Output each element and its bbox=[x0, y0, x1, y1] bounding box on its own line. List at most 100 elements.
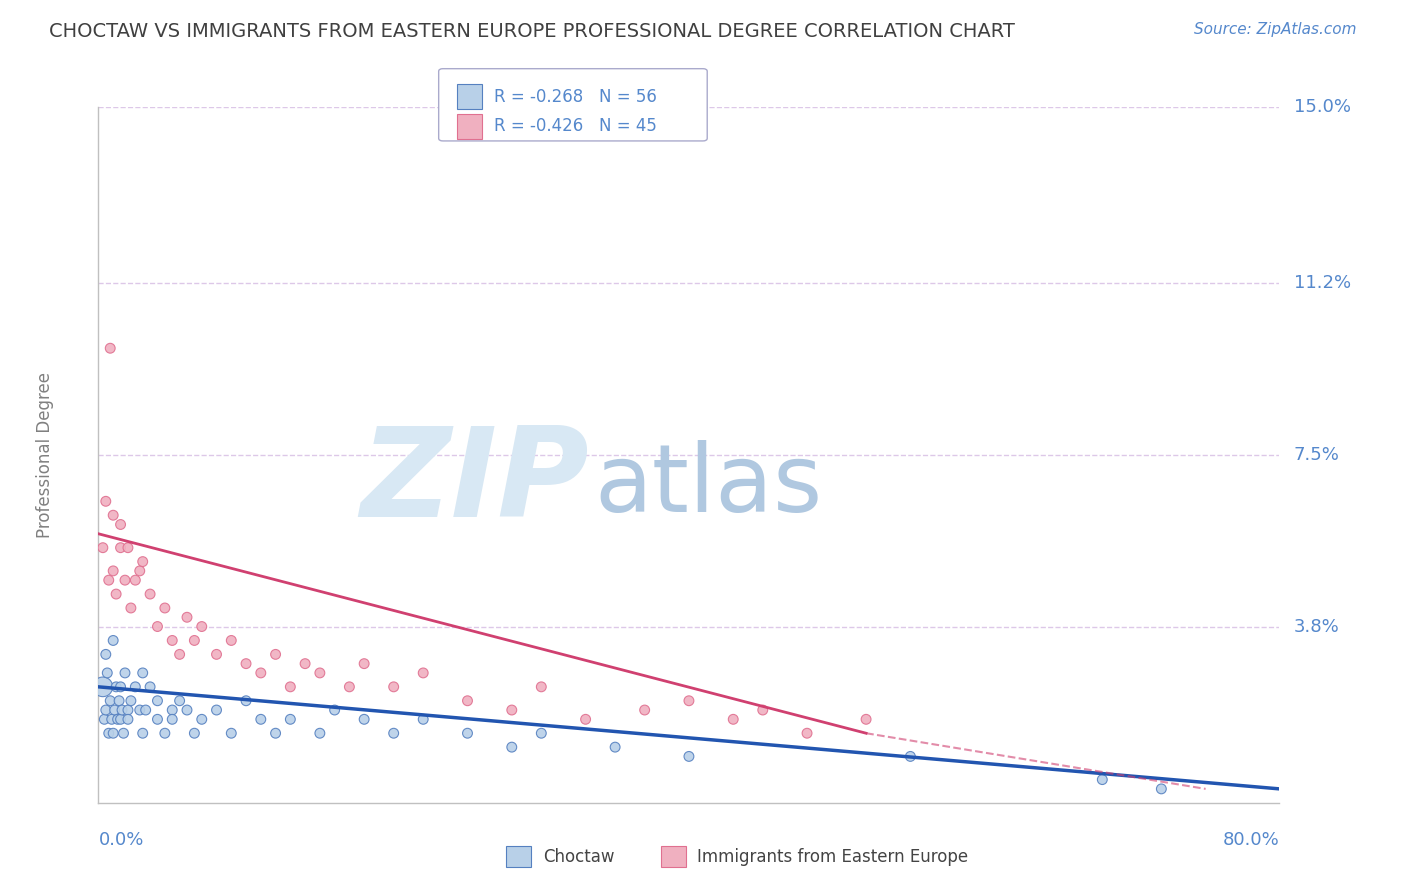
Point bbox=[105, 680, 128, 694]
Point bbox=[132, 726, 155, 740]
Text: 11.2%: 11.2% bbox=[1294, 275, 1351, 293]
Point bbox=[114, 665, 136, 680]
Point bbox=[132, 555, 155, 569]
Point bbox=[250, 712, 273, 726]
Text: R = -0.268   N = 56: R = -0.268 N = 56 bbox=[494, 87, 657, 106]
Point bbox=[162, 703, 183, 717]
Point bbox=[97, 573, 120, 587]
Point bbox=[191, 712, 214, 726]
Point bbox=[117, 703, 139, 717]
Point bbox=[94, 494, 117, 508]
Point bbox=[221, 633, 243, 648]
Point bbox=[128, 703, 150, 717]
Point bbox=[103, 726, 125, 740]
Point bbox=[169, 694, 191, 708]
Point bbox=[112, 726, 135, 740]
Point bbox=[294, 657, 316, 671]
Point bbox=[353, 712, 375, 726]
Text: R = -0.426   N = 45: R = -0.426 N = 45 bbox=[494, 117, 657, 136]
Point bbox=[107, 712, 129, 726]
Text: Immigrants from Eastern Europe: Immigrants from Eastern Europe bbox=[697, 847, 969, 865]
Text: Choctaw: Choctaw bbox=[543, 847, 614, 865]
Point bbox=[124, 573, 146, 587]
Point bbox=[575, 712, 598, 726]
Point bbox=[96, 665, 118, 680]
Point bbox=[264, 726, 287, 740]
Point bbox=[110, 680, 132, 694]
Text: Source: ZipAtlas.com: Source: ZipAtlas.com bbox=[1194, 22, 1357, 37]
Text: CHOCTAW VS IMMIGRANTS FROM EASTERN EUROPE PROFESSIONAL DEGREE CORRELATION CHART: CHOCTAW VS IMMIGRANTS FROM EASTERN EUROP… bbox=[49, 22, 1015, 41]
Point bbox=[162, 633, 183, 648]
Point bbox=[120, 694, 142, 708]
Point bbox=[235, 694, 257, 708]
Point bbox=[139, 587, 162, 601]
Point bbox=[117, 712, 139, 726]
Point bbox=[280, 680, 302, 694]
Point bbox=[135, 703, 157, 717]
Text: 80.0%: 80.0% bbox=[1223, 830, 1279, 848]
Point bbox=[100, 712, 122, 726]
Point bbox=[183, 726, 205, 740]
Text: atlas: atlas bbox=[595, 441, 823, 533]
Point bbox=[169, 648, 191, 662]
Point bbox=[110, 517, 132, 532]
Text: 3.8%: 3.8% bbox=[1294, 617, 1340, 635]
Text: 7.5%: 7.5% bbox=[1294, 446, 1340, 464]
Point bbox=[98, 694, 121, 708]
Point bbox=[94, 703, 117, 717]
Point bbox=[98, 341, 121, 355]
Point bbox=[103, 564, 125, 578]
Point bbox=[128, 564, 150, 578]
Point bbox=[501, 703, 523, 717]
Point bbox=[110, 541, 132, 555]
Point bbox=[412, 665, 434, 680]
Point bbox=[104, 703, 127, 717]
Point bbox=[855, 712, 877, 726]
Point bbox=[412, 712, 434, 726]
Point bbox=[162, 712, 183, 726]
Text: 15.0%: 15.0% bbox=[1294, 98, 1351, 116]
Point bbox=[309, 665, 332, 680]
Point bbox=[120, 601, 142, 615]
Point bbox=[91, 541, 114, 555]
Point bbox=[457, 694, 479, 708]
Point bbox=[103, 633, 125, 648]
Point bbox=[176, 703, 198, 717]
Text: 0.0%: 0.0% bbox=[98, 830, 143, 848]
Point bbox=[91, 680, 114, 694]
Point bbox=[457, 726, 479, 740]
Point bbox=[146, 694, 169, 708]
Text: ZIP: ZIP bbox=[360, 422, 589, 543]
Point bbox=[501, 740, 523, 755]
Point bbox=[339, 680, 361, 694]
Point bbox=[103, 508, 125, 523]
Point bbox=[678, 749, 700, 764]
Point bbox=[191, 619, 214, 633]
Point bbox=[110, 712, 132, 726]
Point bbox=[530, 726, 553, 740]
Point bbox=[93, 712, 115, 726]
Point bbox=[111, 703, 134, 717]
Point bbox=[235, 657, 257, 671]
Point bbox=[146, 619, 169, 633]
Point bbox=[146, 712, 169, 726]
Point bbox=[634, 703, 657, 717]
Point bbox=[280, 712, 302, 726]
Point bbox=[264, 648, 287, 662]
Point bbox=[723, 712, 745, 726]
Point bbox=[94, 648, 117, 662]
Point bbox=[205, 703, 228, 717]
Point bbox=[605, 740, 627, 755]
Point bbox=[752, 703, 775, 717]
Point bbox=[153, 726, 176, 740]
Point bbox=[900, 749, 922, 764]
Point bbox=[221, 726, 243, 740]
Point bbox=[382, 726, 405, 740]
Point bbox=[105, 587, 128, 601]
Point bbox=[139, 680, 162, 694]
Text: Professional Degree: Professional Degree bbox=[37, 372, 55, 538]
Point bbox=[176, 610, 198, 624]
Point bbox=[97, 726, 120, 740]
Point bbox=[796, 726, 818, 740]
Point bbox=[530, 680, 553, 694]
